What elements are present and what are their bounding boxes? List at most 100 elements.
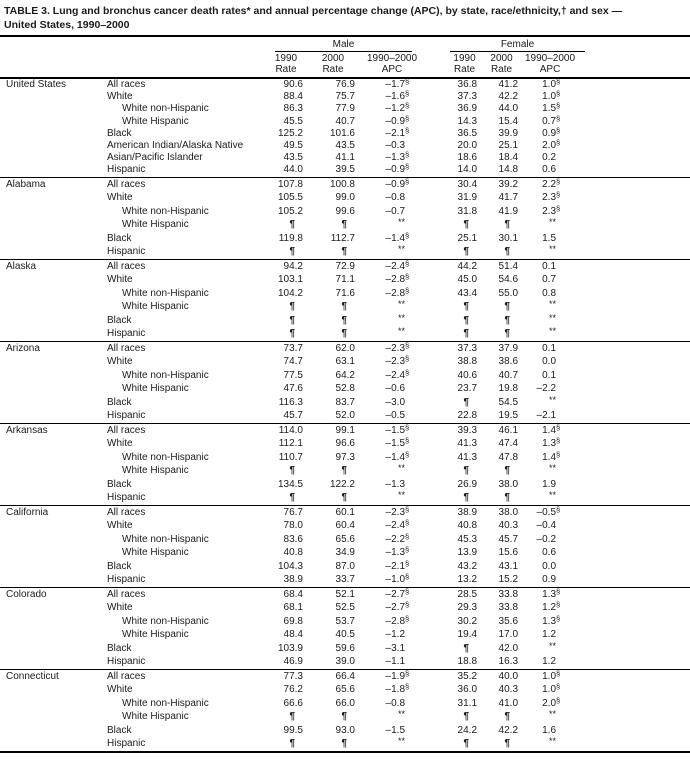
apc-cell: –2.7§	[385, 586, 410, 600]
apc-cell: –2.3§	[385, 354, 410, 368]
rate-cell: 30.1	[498, 232, 519, 244]
rate-cell: 114.0	[278, 424, 303, 436]
rate-cell: 43.4	[457, 287, 478, 299]
rate-cell: ¶	[265, 710, 307, 724]
rate-cell: 42.2	[498, 724, 519, 736]
double-asterisk-footnote-mark: **	[398, 736, 406, 747]
rate-cell: 105.2	[277, 205, 303, 217]
male-1990-col-header: Rate	[265, 64, 307, 79]
row-filler	[578, 655, 690, 669]
female-2000-col-header: Rate	[481, 64, 523, 79]
double-asterisk-footnote-mark: **	[398, 299, 406, 310]
rate-cell: 66.0	[335, 697, 355, 709]
row-filler	[578, 546, 690, 560]
pilcrow-footnote-mark: ¶	[341, 246, 347, 258]
apc-cell: 0.9	[542, 574, 557, 586]
state-label	[0, 451, 97, 465]
double-asterisk-footnote-mark: **	[398, 217, 406, 228]
rate-cell: 99.1	[335, 424, 355, 436]
apc-cell: 0.1	[542, 260, 557, 272]
rate-cell: ¶	[265, 327, 307, 341]
apc-cell: 1.4§	[542, 422, 561, 436]
row-filler	[578, 232, 690, 246]
column-gap	[425, 669, 448, 683]
row-filler	[578, 533, 690, 547]
rate-cell: 87.0	[335, 560, 355, 572]
rate-cell: ¶	[448, 300, 481, 314]
apc-cell: 2.0§	[542, 138, 561, 152]
pilcrow-footnote-mark: ¶	[289, 314, 295, 326]
race-ethnicity-label: White non-Hispanic	[122, 369, 209, 381]
column-gap	[425, 205, 448, 219]
rate-cell: 99.5	[283, 724, 303, 736]
rate-cell: 46.9	[283, 656, 303, 668]
apc-cell: **	[522, 313, 578, 328]
column-gap	[425, 519, 448, 533]
rate-cell: ¶	[481, 300, 522, 314]
pilcrow-footnote-mark: ¶	[289, 328, 295, 340]
apc-cell: –0.9§	[385, 113, 410, 127]
state-label	[0, 164, 97, 177]
table-row: Hispanic 46.9 39.0 –1.1 18.8 16.3 1.2	[0, 655, 690, 669]
rate-cell: 13.9	[457, 547, 478, 559]
rate-cell: 40.3	[498, 520, 519, 532]
row-filler	[578, 245, 690, 259]
apc-cell: –0.3	[385, 140, 406, 152]
column-gap	[425, 273, 448, 287]
state-label	[0, 615, 97, 629]
rate-cell: 40.5	[335, 629, 355, 641]
apc-cell: 0.1	[542, 342, 557, 354]
apc-cell: **	[359, 709, 425, 724]
table-row: Arizona All races 73.7 62.0 –2.3§ 37.3 37.9 0.1	[0, 341, 690, 355]
state-label	[0, 300, 97, 314]
table-row: Connecticut All races 77.3 66.4 –1.9§ 35.2 40.…	[0, 669, 690, 683]
state-section-california: California All races 76.7 60.1 –2.3§ 38.9 38.0…	[0, 505, 690, 587]
pilcrow-footnote-mark: ¶	[289, 711, 295, 723]
column-gap	[425, 423, 448, 437]
state-label	[0, 273, 97, 287]
apc-cell: –2.4§	[385, 258, 410, 272]
apc-cell: **	[522, 463, 578, 478]
race-ethnicity-label: American Indian/Alaska Native	[107, 140, 244, 152]
column-gap	[425, 642, 448, 656]
race-ethnicity-label: All races	[107, 178, 146, 190]
row-filler	[578, 191, 690, 205]
apc-cell: –1.3§	[385, 545, 410, 559]
female-group-header: Female	[450, 39, 586, 52]
pilcrow-footnote-mark: ¶	[289, 465, 295, 477]
race-ethnicity-label: Black	[107, 560, 132, 572]
double-asterisk-footnote-mark: **	[549, 326, 557, 337]
race-ethnicity-label: All races	[107, 506, 146, 518]
row-filler	[578, 314, 690, 328]
row-filler	[578, 464, 690, 478]
state-label	[0, 103, 97, 115]
rate-cell: 36.5	[457, 127, 478, 139]
rate-cell: 40.3	[498, 684, 519, 696]
race-ethnicity-label: White Hispanic	[122, 301, 189, 313]
rate-cell: 15.6	[498, 547, 519, 559]
rate-cell: 104.3	[277, 560, 303, 572]
apc-cell: –0.7	[385, 205, 406, 217]
pilcrow-footnote-mark: ¶	[463, 642, 470, 654]
apc-cell: –1.8§	[385, 682, 410, 696]
rate-cell: 48.4	[283, 629, 303, 641]
race-ethnicity-label: White Hispanic	[122, 115, 189, 127]
race-ethnicity-label: Hispanic	[107, 492, 146, 504]
apc-cell: 1.2	[542, 629, 557, 641]
table-row: White non-Hispanic 83.6 65.6 –2.2§ 45.3 45.7 –…	[0, 532, 690, 547]
rate-cell: 42.0	[498, 642, 519, 654]
state-label	[0, 116, 97, 128]
table-row: United States All races 90.6 76.9 –1.7§ 36.8 4…	[0, 78, 690, 91]
apc-cell: –2.4§	[385, 367, 410, 381]
rate-cell: 52.8	[335, 383, 355, 395]
double-asterisk-footnote-mark: **	[549, 394, 557, 405]
rate-cell: 52.5	[335, 602, 355, 614]
rate-cell: 52.1	[335, 588, 355, 600]
apc-cell: **	[522, 217, 578, 232]
apc-cell: –1.4§	[385, 230, 410, 244]
rate-cell: 99.6	[335, 205, 355, 217]
apc-cell: –2.2	[536, 383, 557, 395]
table-row: White non-Hispanic 86.3 77.9 –1.2§ 36.9 44.0 1…	[0, 102, 690, 115]
rate-cell: 40.8	[457, 520, 478, 532]
apc-cell: 1.2	[542, 656, 557, 668]
